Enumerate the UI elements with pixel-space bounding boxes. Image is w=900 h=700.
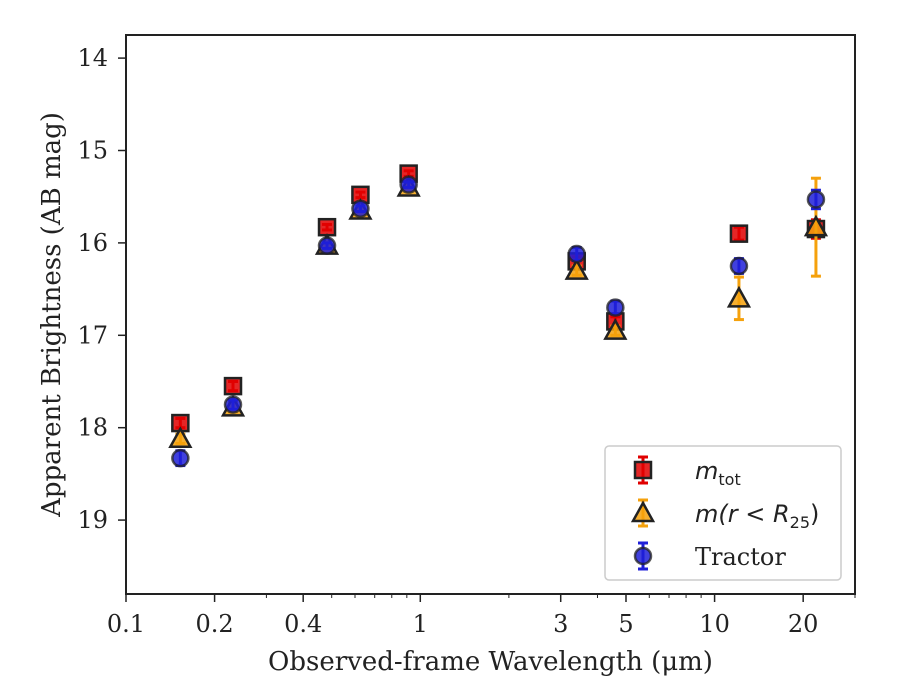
x-tick-label: 10 bbox=[699, 610, 730, 638]
x-tick-label: 3 bbox=[553, 610, 568, 638]
series-2-point-8 bbox=[806, 190, 826, 209]
series-square-group bbox=[171, 164, 826, 433]
y-tick-label: 16 bbox=[77, 229, 108, 257]
series-2-point-6 bbox=[606, 298, 625, 317]
x-tick-label: 0.2 bbox=[196, 610, 234, 638]
series-2-point-0 bbox=[171, 448, 190, 468]
series-2-point-4 bbox=[399, 175, 418, 194]
series-1-point-6 bbox=[603, 318, 628, 340]
y-tick-label: 18 bbox=[77, 414, 108, 442]
series-1-point-7 bbox=[726, 285, 752, 308]
series-triangle-group bbox=[168, 174, 829, 449]
series-0-point-7 bbox=[729, 224, 749, 243]
series-1-point-8 bbox=[803, 214, 829, 237]
series-2-point-5 bbox=[567, 244, 586, 264]
y-tick-label: 14 bbox=[77, 44, 108, 72]
series-1-point-0 bbox=[168, 426, 193, 449]
legend-entry-0: mtot bbox=[633, 455, 741, 489]
x-tick-label: 0.1 bbox=[107, 610, 145, 638]
y-axis-ticks: 14 15 16 17 18 19 bbox=[77, 44, 126, 534]
x-tick-label: 5 bbox=[618, 610, 633, 638]
x-axis-ticks: 0.1 0.2 0.4 1 3 5 10 20 bbox=[107, 594, 856, 638]
legend-marker-square bbox=[633, 460, 653, 480]
series-circle-group bbox=[171, 175, 826, 468]
legend-marker-circle bbox=[633, 546, 653, 566]
y-tick-label: 17 bbox=[77, 321, 108, 349]
legend-marker-triangle bbox=[630, 500, 656, 523]
series-2-point-1 bbox=[223, 395, 243, 414]
y-axis-title: Apparent Brightness (AB mag) bbox=[37, 112, 67, 518]
legend-label: mtot bbox=[695, 457, 741, 489]
plot-frame bbox=[125, 34, 856, 595]
series-0-point-1 bbox=[223, 376, 243, 396]
legend-label: m(r < R25) bbox=[695, 500, 819, 532]
legend-entry-1: m(r < R25) bbox=[630, 498, 819, 532]
y-tick-label: 19 bbox=[77, 506, 108, 534]
x-axis-title: Observed-frame Wavelength (μm) bbox=[268, 647, 713, 677]
series-2-point-7 bbox=[729, 256, 749, 276]
x-tick-label: 1 bbox=[413, 610, 428, 638]
series-2-point-3 bbox=[351, 199, 370, 218]
legend: mtot m(r < R25) Tractor bbox=[604, 445, 842, 581]
legend-entry-2: Tractor bbox=[633, 541, 786, 571]
series-2-point-2 bbox=[317, 236, 337, 255]
legend-frame bbox=[604, 445, 842, 581]
x-tick-label: 0.4 bbox=[284, 610, 322, 638]
series-1-point-5 bbox=[564, 258, 589, 280]
x-tick-label: 20 bbox=[788, 610, 819, 638]
y-tick-label: 15 bbox=[77, 136, 108, 164]
legend-label: Tractor bbox=[695, 543, 786, 571]
series-0-point-2 bbox=[317, 217, 337, 237]
